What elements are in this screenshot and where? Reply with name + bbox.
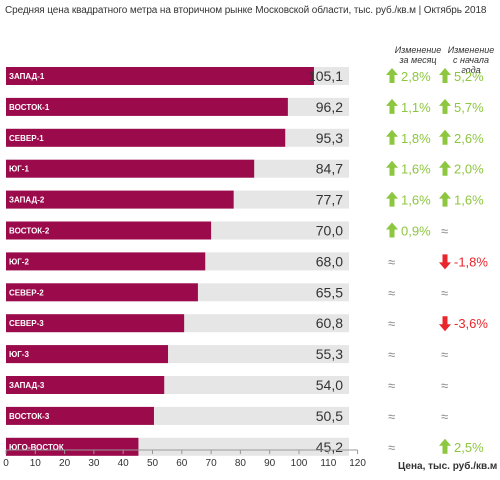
value-label: 105,1 (308, 68, 343, 84)
bar (6, 406, 154, 425)
year-change-approx: ≈ (441, 409, 448, 424)
category-label: СЕВЕР-1 (9, 134, 44, 143)
month-change-value: 1,8% (401, 131, 431, 146)
bar (6, 67, 314, 85)
month-change-value: 0,9% (401, 224, 431, 239)
month-change-up-arrow-icon (386, 191, 398, 207)
x-tick-label: 100 (291, 458, 308, 469)
month-change-up-arrow-icon (386, 222, 398, 238)
year-change-up-arrow-icon (439, 438, 451, 454)
category-label: ЗАПАД-1 (9, 72, 45, 81)
x-tick-label: 80 (235, 458, 247, 469)
category-label: ВОСТОК-2 (9, 227, 50, 236)
value-label: 70,0 (316, 223, 343, 239)
month-change-up-arrow-icon (386, 98, 398, 114)
year-change-value: -1,8% (454, 254, 488, 269)
bar (6, 97, 288, 116)
year-change-value: 2,0% (454, 162, 484, 177)
value-label: 77,7 (316, 192, 343, 208)
value-label: 54,0 (316, 377, 343, 393)
month-change-value: 2,8% (401, 69, 431, 84)
chart-title: Средняя цена квадратного метра на вторич… (5, 5, 487, 16)
x-tick-label: 120 (349, 458, 366, 469)
year-change-value: 5,7% (454, 100, 484, 115)
month-change-up-arrow-icon (386, 160, 398, 176)
bar (6, 190, 234, 209)
month-change-approx: ≈ (388, 409, 395, 424)
year-change-value: 1,6% (454, 193, 484, 208)
year-change-approx: ≈ (441, 378, 448, 393)
category-label: ВОСТОК-1 (9, 103, 50, 112)
bar (6, 283, 198, 302)
bar (6, 159, 255, 178)
x-tick-label: 10 (30, 458, 42, 469)
category-label: СЕВЕР-2 (9, 288, 44, 297)
month-change-approx: ≈ (388, 316, 395, 331)
category-label: ЗАПАД-2 (9, 196, 45, 205)
category-label: ВОСТОК-3 (9, 412, 50, 421)
month-change-up-arrow-icon (386, 68, 398, 83)
category-label: ЗАПАД-3 (9, 381, 45, 390)
year-change-value: 5,2% (454, 69, 484, 84)
category-label: ЮГ-3 (9, 350, 29, 359)
value-label: 84,7 (316, 161, 343, 177)
x-axis-title: Цена, тыс. руб./кв.м (398, 460, 497, 472)
value-label: 55,3 (316, 346, 343, 362)
month-change-approx: ≈ (388, 254, 395, 269)
year-change-header: Изменение с начала года (447, 45, 495, 75)
category-label: ЮГ-2 (9, 257, 29, 266)
year-change-approx: ≈ (441, 347, 448, 362)
value-label: 60,8 (316, 315, 343, 331)
bar (6, 314, 185, 333)
year-change-up-arrow-icon (439, 68, 451, 83)
x-tick-label: 60 (176, 458, 188, 469)
year-change-approx: ≈ (441, 285, 448, 300)
value-label: 45,2 (316, 439, 343, 455)
month-change-header: Изменение за месяц (394, 45, 442, 65)
month-change-value: 1,6% (401, 162, 431, 177)
x-tick-label: 50 (147, 458, 159, 469)
month-change-approx: ≈ (388, 285, 395, 300)
category-label: СЕВЕР-3 (9, 319, 44, 328)
category-label: ЮГО-ВОСТОК (9, 443, 64, 452)
year-change-approx: ≈ (441, 224, 448, 239)
category-label: ЮГ-1 (9, 165, 29, 174)
bar (6, 345, 169, 364)
month-change-approx: ≈ (388, 347, 395, 362)
value-label: 95,3 (316, 130, 343, 146)
x-tick-label: 40 (118, 458, 130, 469)
value-label: 68,0 (316, 253, 343, 269)
month-change-approx: ≈ (388, 440, 395, 455)
x-tick-label: 70 (206, 458, 218, 469)
month-change-approx: ≈ (388, 378, 395, 393)
year-change-up-arrow-icon (439, 160, 451, 176)
year-change-up-arrow-icon (439, 98, 451, 114)
bar (6, 376, 165, 394)
year-change-value: 2,5% (454, 440, 484, 455)
x-tick-label: 0 (3, 458, 9, 469)
value-label: 50,5 (316, 408, 343, 424)
bar (6, 437, 139, 456)
value-label: 65,5 (316, 284, 343, 300)
month-change-value: 1,6% (401, 193, 431, 208)
year-change-value: 2,6% (454, 131, 484, 146)
bar (6, 221, 212, 240)
year-change-down-arrow-icon (439, 254, 451, 270)
bar (6, 252, 206, 271)
value-label: 96,2 (316, 99, 343, 115)
year-change-down-arrow-icon (439, 316, 451, 332)
year-change-value: -3,6% (454, 316, 488, 331)
year-change-up-arrow-icon (439, 191, 451, 207)
month-change-value: 1,1% (401, 100, 431, 115)
x-tick-label: 110 (320, 458, 336, 469)
month-change-up-arrow-icon (386, 129, 398, 145)
x-tick-label: 90 (264, 458, 276, 469)
x-tick-label: 30 (88, 458, 100, 469)
x-tick-label: 20 (59, 458, 71, 469)
year-change-up-arrow-icon (439, 129, 451, 145)
bar (6, 128, 286, 147)
